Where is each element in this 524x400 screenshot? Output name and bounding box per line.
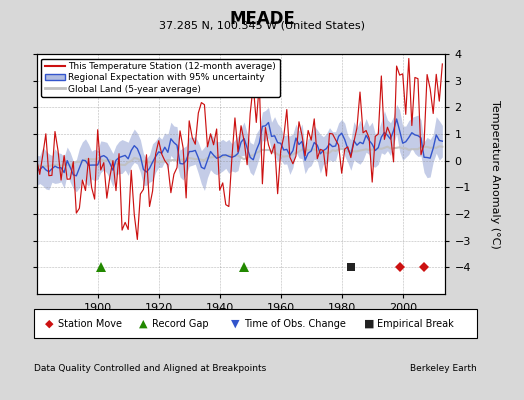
Text: ▲: ▲ bbox=[139, 318, 147, 329]
Text: Berkeley Earth: Berkeley Earth bbox=[410, 364, 477, 373]
Text: ▼: ▼ bbox=[231, 318, 239, 329]
Text: MEADE: MEADE bbox=[229, 10, 295, 28]
Text: Data Quality Controlled and Aligned at Breakpoints: Data Quality Controlled and Aligned at B… bbox=[34, 364, 266, 373]
Y-axis label: Temperature Anomaly (°C): Temperature Anomaly (°C) bbox=[490, 100, 500, 248]
Text: ■: ■ bbox=[364, 318, 375, 329]
Text: 37.285 N, 100.345 W (United States): 37.285 N, 100.345 W (United States) bbox=[159, 21, 365, 31]
Text: Time of Obs. Change: Time of Obs. Change bbox=[244, 318, 345, 329]
Text: Station Move: Station Move bbox=[58, 318, 122, 329]
Legend: This Temperature Station (12-month average), Regional Expectation with 95% uncer: This Temperature Station (12-month avera… bbox=[41, 58, 280, 97]
Text: Empirical Break: Empirical Break bbox=[377, 318, 454, 329]
Text: Record Gap: Record Gap bbox=[152, 318, 209, 329]
Text: ◆: ◆ bbox=[45, 318, 53, 329]
